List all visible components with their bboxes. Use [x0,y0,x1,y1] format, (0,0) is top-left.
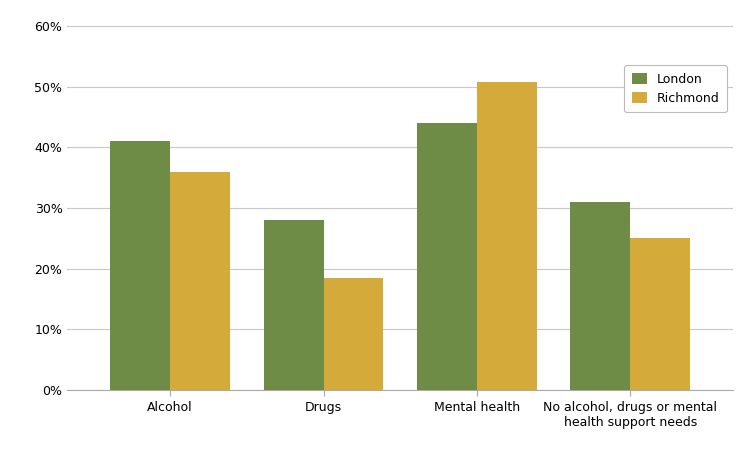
Bar [324,278,384,390]
Bar [417,123,477,390]
Bar [263,220,323,390]
Bar [570,202,630,390]
Bar [171,172,230,390]
Bar [111,141,171,390]
Legend: London, Richmond: London, Richmond [624,65,727,112]
Bar [477,82,537,390]
Bar [630,238,690,390]
